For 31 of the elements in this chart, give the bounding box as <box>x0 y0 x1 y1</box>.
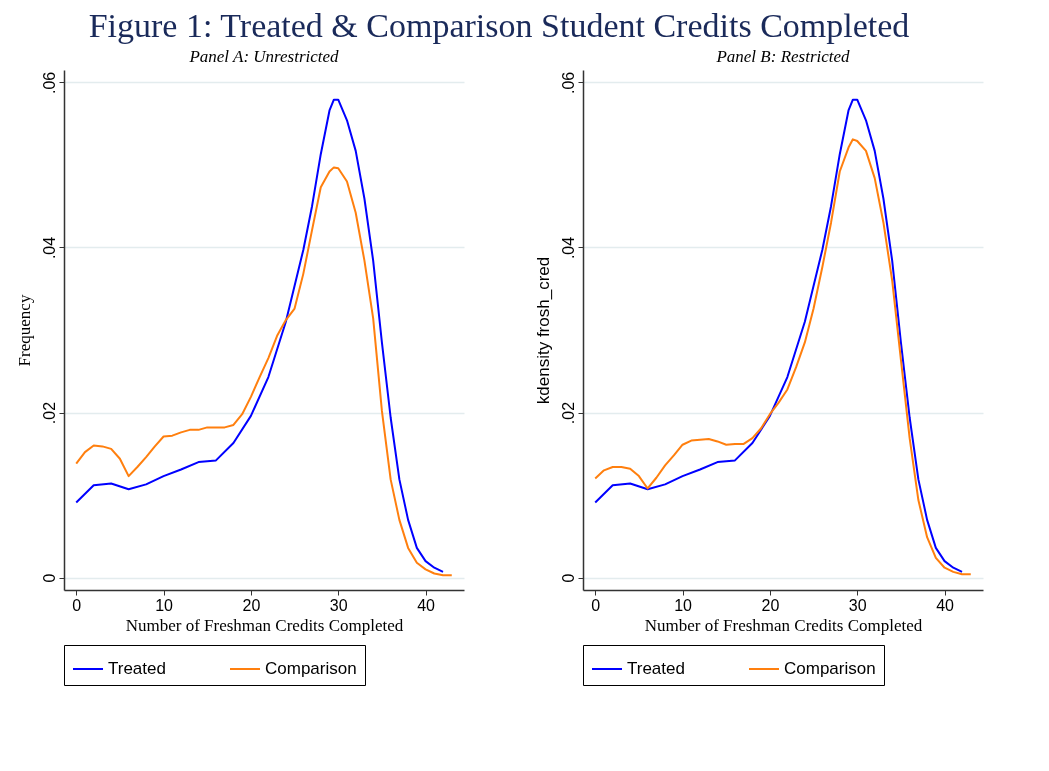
legend-label: Comparison <box>265 659 357 678</box>
x-tick-label: 40 <box>417 596 436 614</box>
chart-subtitle: Panel A: Unrestricted <box>188 47 340 66</box>
x-axis-title: Number of Freshman Credits Completed <box>125 615 404 635</box>
line-series <box>75 98 445 573</box>
x-tick-label: 40 <box>936 596 955 614</box>
x-axis-title: Number of Freshman Credits Completed <box>644 615 923 635</box>
y-tick-label: .04 <box>559 236 577 260</box>
chart-subtitle: Panel B: Restricted <box>715 47 851 66</box>
y-tick-label: .06 <box>40 71 58 95</box>
x-tick-label: 20 <box>242 596 261 614</box>
x-tick-label: 10 <box>155 596 174 614</box>
y-axis-title: Frequency <box>14 294 34 367</box>
line-series <box>75 166 453 577</box>
legend-label: Treated <box>108 659 166 678</box>
legend-label: Comparison <box>784 659 876 678</box>
y-tick-label: .02 <box>559 401 577 425</box>
x-tick-label: 20 <box>761 596 780 614</box>
x-tick-label: 10 <box>674 596 693 614</box>
chart-title: Figure 1: Treated & Comparison Student Credits Completed <box>88 7 910 44</box>
x-tick-label: 30 <box>329 596 348 614</box>
x-tick-label: 30 <box>848 596 867 614</box>
y-tick-label: .02 <box>40 401 58 425</box>
legend-label: Treated <box>627 659 685 678</box>
x-tick-label: 0 <box>591 596 601 614</box>
y-axis-title: kdensity frosh_cred <box>533 256 553 405</box>
y-tick-label: 0 <box>559 573 577 583</box>
y-tick-label: .06 <box>559 71 577 95</box>
y-tick-label: .04 <box>40 236 58 260</box>
y-tick-label: 0 <box>40 573 58 583</box>
x-tick-label: 0 <box>72 596 82 614</box>
